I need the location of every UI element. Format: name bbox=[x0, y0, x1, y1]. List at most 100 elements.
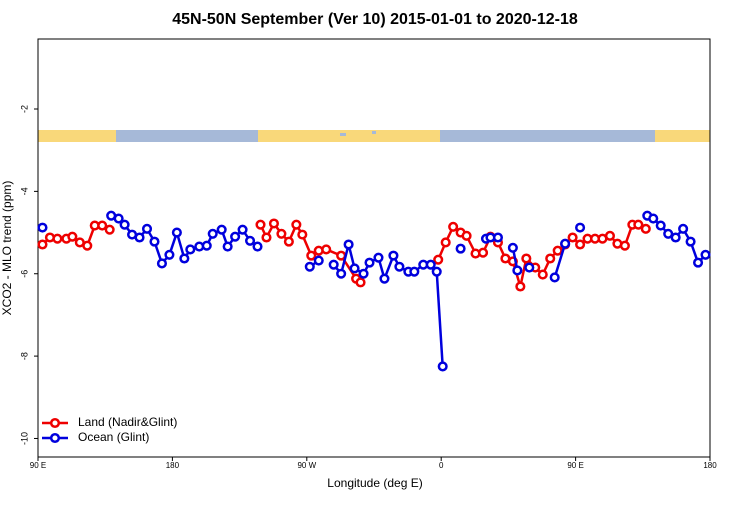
point bbox=[448, 221, 459, 232]
point bbox=[440, 237, 451, 248]
point bbox=[678, 223, 689, 234]
point bbox=[685, 236, 696, 247]
point bbox=[171, 227, 182, 238]
point bbox=[364, 257, 375, 268]
series-line bbox=[110, 214, 707, 367]
x-tick-label: 90 E bbox=[30, 461, 46, 470]
point bbox=[512, 265, 523, 276]
point bbox=[156, 258, 167, 269]
point bbox=[355, 277, 366, 288]
point bbox=[336, 268, 347, 279]
point bbox=[604, 230, 615, 241]
x-tick-label: 90 E bbox=[567, 461, 583, 470]
point bbox=[185, 244, 196, 255]
point bbox=[97, 220, 108, 231]
point bbox=[179, 253, 190, 264]
legend-marker bbox=[49, 417, 61, 429]
point bbox=[276, 228, 287, 239]
point bbox=[283, 236, 294, 247]
point bbox=[201, 240, 212, 251]
point bbox=[358, 268, 369, 279]
point bbox=[104, 224, 115, 235]
point bbox=[261, 232, 272, 243]
point bbox=[149, 236, 160, 247]
point bbox=[245, 235, 256, 246]
point bbox=[304, 261, 315, 272]
point bbox=[425, 259, 436, 270]
point bbox=[619, 240, 630, 251]
point bbox=[575, 239, 586, 250]
point bbox=[37, 239, 48, 250]
point bbox=[693, 257, 704, 268]
point bbox=[549, 272, 560, 283]
point bbox=[507, 242, 518, 253]
y-tick-label: -6 bbox=[19, 270, 29, 278]
point bbox=[164, 249, 175, 260]
y-tick-label: -10 bbox=[19, 432, 29, 445]
point bbox=[113, 213, 124, 224]
point bbox=[431, 266, 442, 277]
point bbox=[349, 263, 360, 274]
point bbox=[663, 228, 674, 239]
point bbox=[268, 218, 279, 229]
point bbox=[552, 245, 563, 256]
x-axis-label: Longitude (deg E) bbox=[327, 476, 422, 490]
x-tick-label: 90 W bbox=[297, 461, 316, 470]
point bbox=[297, 229, 308, 240]
point bbox=[388, 250, 399, 261]
point bbox=[119, 219, 130, 230]
point bbox=[67, 231, 78, 242]
chart-title: 45N-50N September (Ver 10) 2015-01-01 to… bbox=[172, 11, 578, 28]
point bbox=[373, 252, 384, 263]
point bbox=[207, 228, 218, 239]
point bbox=[567, 232, 578, 243]
point bbox=[461, 230, 472, 241]
point bbox=[437, 361, 448, 372]
y-axis-label: XCO2 - MLO trend (ppm) bbox=[0, 181, 14, 316]
point bbox=[655, 220, 666, 231]
point bbox=[328, 259, 339, 270]
y-tick-label: -8 bbox=[19, 352, 29, 360]
x-tick-label: 180 bbox=[166, 461, 180, 470]
point bbox=[640, 223, 651, 234]
plot-frame bbox=[37, 38, 711, 458]
point bbox=[455, 243, 466, 254]
point bbox=[82, 240, 93, 251]
point bbox=[521, 253, 532, 264]
point bbox=[252, 241, 263, 252]
legend-label: Land (Nadir&Glint) bbox=[78, 415, 177, 429]
point bbox=[230, 231, 241, 242]
map-strip bbox=[38, 130, 710, 142]
point bbox=[560, 238, 571, 249]
point bbox=[134, 232, 145, 243]
point bbox=[700, 249, 711, 260]
point bbox=[409, 266, 420, 277]
point bbox=[379, 273, 390, 284]
point bbox=[216, 224, 227, 235]
point bbox=[537, 269, 548, 280]
point bbox=[524, 262, 535, 273]
point bbox=[575, 222, 586, 233]
point bbox=[141, 223, 153, 234]
point bbox=[255, 219, 266, 230]
point bbox=[37, 222, 48, 233]
point bbox=[394, 261, 405, 272]
point bbox=[52, 233, 63, 244]
y-tick-label: -2 bbox=[19, 105, 29, 113]
point bbox=[545, 253, 556, 264]
x-tick-label: 180 bbox=[703, 461, 717, 470]
y-tick-label: -4 bbox=[19, 187, 29, 195]
x-tick-label: 0 bbox=[439, 461, 444, 470]
point bbox=[492, 232, 503, 243]
point bbox=[237, 224, 248, 235]
point bbox=[515, 281, 526, 292]
point bbox=[433, 254, 444, 265]
legend-label: Ocean (Glint) bbox=[78, 430, 149, 444]
point bbox=[670, 232, 681, 243]
point bbox=[648, 213, 659, 224]
legend-marker bbox=[49, 432, 61, 444]
point bbox=[306, 250, 317, 261]
point bbox=[321, 244, 332, 255]
point bbox=[477, 247, 489, 258]
point bbox=[291, 219, 302, 230]
